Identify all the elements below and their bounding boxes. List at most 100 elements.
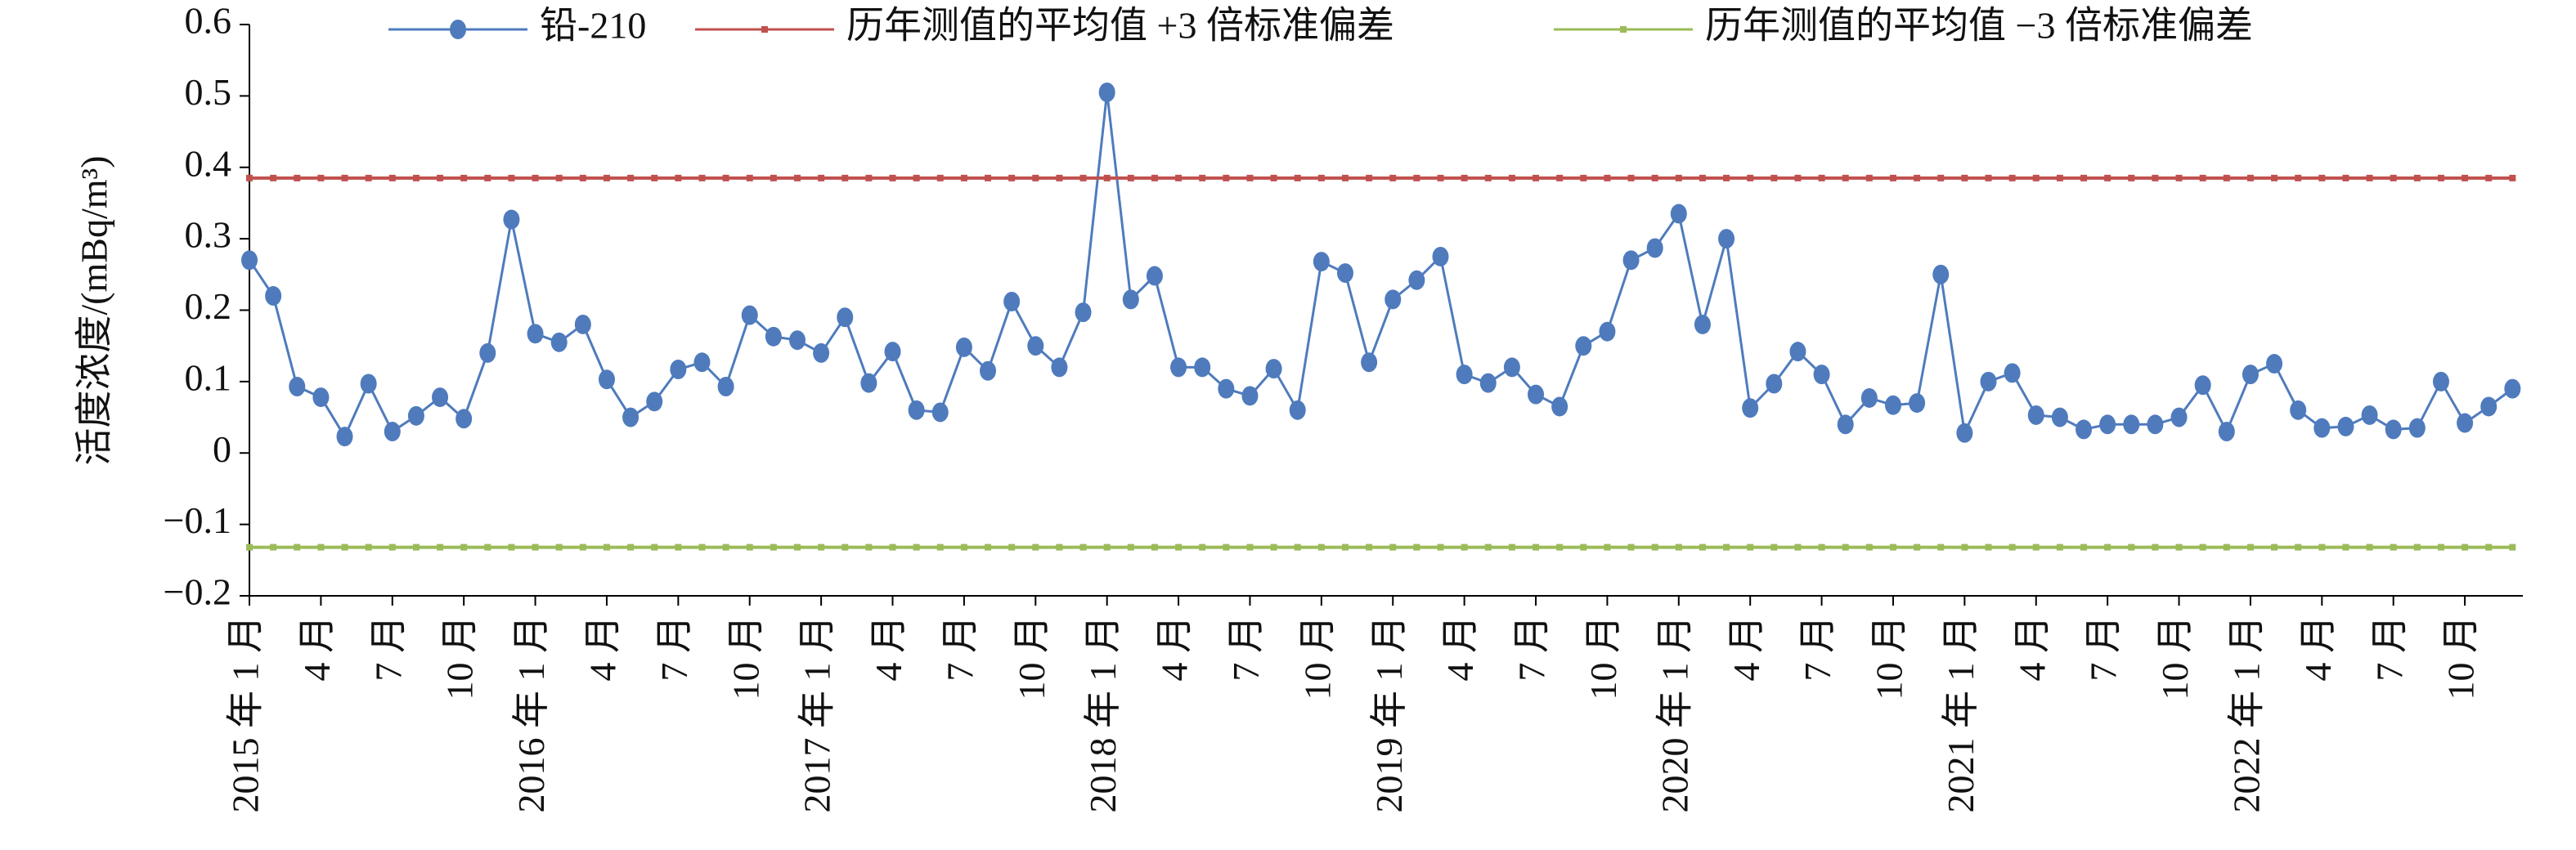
data-point — [2076, 419, 2093, 440]
data-point — [837, 307, 854, 328]
data-point — [2385, 419, 2402, 440]
data-point — [2290, 400, 2307, 420]
series-line — [248, 92, 2514, 440]
data-point — [1127, 544, 1134, 551]
data-point — [1056, 544, 1063, 551]
data-point — [1384, 289, 1402, 310]
x-tick-label: 7 月 — [2083, 615, 2125, 682]
data-point — [698, 544, 706, 551]
data-point — [818, 174, 825, 181]
data-point — [1484, 174, 1492, 181]
data-point — [1146, 266, 1163, 286]
data-point — [1794, 174, 1802, 181]
data-point — [1151, 174, 1158, 181]
data-point — [865, 174, 873, 181]
data-point — [1556, 174, 1564, 181]
data-point — [1294, 174, 1301, 181]
data-point — [1199, 174, 1206, 181]
data-point — [936, 174, 944, 181]
data-point — [1389, 174, 1397, 181]
data-point — [1789, 342, 1806, 362]
data-point — [1980, 371, 1997, 391]
data-point — [479, 342, 496, 363]
data-point — [670, 360, 687, 380]
data-point — [1604, 544, 1611, 551]
data-point — [1556, 544, 1564, 551]
data-point — [818, 544, 825, 551]
data-point — [1408, 270, 1425, 290]
data-point — [889, 174, 896, 181]
data-point — [2152, 544, 2159, 551]
data-point — [1937, 174, 1945, 181]
x-tick-label: 4 月 — [1439, 615, 1481, 682]
data-point — [2246, 544, 2254, 551]
data-point — [2457, 413, 2474, 433]
data-point — [2128, 174, 2135, 181]
data-point — [2104, 174, 2112, 181]
data-point — [336, 427, 353, 447]
data-point — [1580, 544, 1587, 551]
data-point — [555, 174, 563, 181]
data-point — [1432, 246, 1449, 266]
data-point — [294, 174, 301, 181]
data-point — [1956, 423, 1973, 443]
data-point — [2223, 544, 2230, 551]
legend-label: 铅-210 — [540, 5, 646, 47]
data-point — [908, 400, 925, 420]
data-point — [1533, 544, 1540, 551]
data-point — [717, 376, 734, 396]
data-point — [1860, 387, 1878, 408]
data-point — [2056, 544, 2063, 551]
data-point — [1294, 544, 1301, 551]
data-point — [1770, 544, 1778, 551]
data-point — [2080, 174, 2088, 181]
data-point — [532, 174, 539, 181]
data-point — [1889, 544, 1896, 551]
data-point — [1533, 174, 1540, 181]
data-point — [555, 544, 563, 551]
data-point — [2366, 174, 2373, 181]
x-tick-label: 2015 年 1 月 — [225, 615, 267, 813]
data-point — [1366, 174, 1373, 181]
data-point — [2194, 375, 2211, 396]
data-point — [1599, 321, 1616, 342]
x-tick-label: 4 月 — [582, 615, 624, 682]
data-point — [341, 544, 348, 551]
x-tick-label: 10 月 — [1011, 615, 1052, 700]
data-point — [246, 174, 253, 181]
data-point — [317, 544, 325, 551]
data-point — [1336, 263, 1353, 284]
data-point — [1961, 174, 1968, 181]
data-point — [1270, 174, 1277, 181]
data-point — [1437, 544, 1444, 551]
data-point — [1032, 544, 1039, 551]
data-point — [2432, 371, 2449, 391]
data-point — [1051, 357, 1068, 378]
data-point — [2152, 174, 2159, 181]
data-point — [2504, 378, 2521, 399]
data-point — [460, 174, 468, 181]
data-point — [1914, 174, 1921, 181]
data-point — [2199, 544, 2206, 551]
data-point — [246, 544, 253, 551]
data-point — [2271, 174, 2278, 181]
data-point — [241, 250, 258, 271]
data-point — [574, 314, 591, 334]
data-point — [2318, 174, 2326, 181]
data-point — [1766, 374, 1783, 394]
data-point — [484, 544, 491, 551]
data-point — [1194, 357, 1211, 378]
data-point — [884, 342, 901, 362]
data-point — [2509, 544, 2516, 551]
data-point — [437, 544, 444, 551]
data-point — [527, 324, 544, 344]
data-point — [1270, 544, 1277, 551]
data-point — [2056, 174, 2063, 181]
data-point — [627, 544, 635, 551]
y-tick-label: 0.2 — [185, 285, 232, 327]
data-point — [412, 544, 420, 551]
x-tick-label: 2017 年 1 月 — [797, 615, 838, 813]
x-tick-label: 7 月 — [939, 615, 981, 682]
data-point — [693, 352, 711, 373]
